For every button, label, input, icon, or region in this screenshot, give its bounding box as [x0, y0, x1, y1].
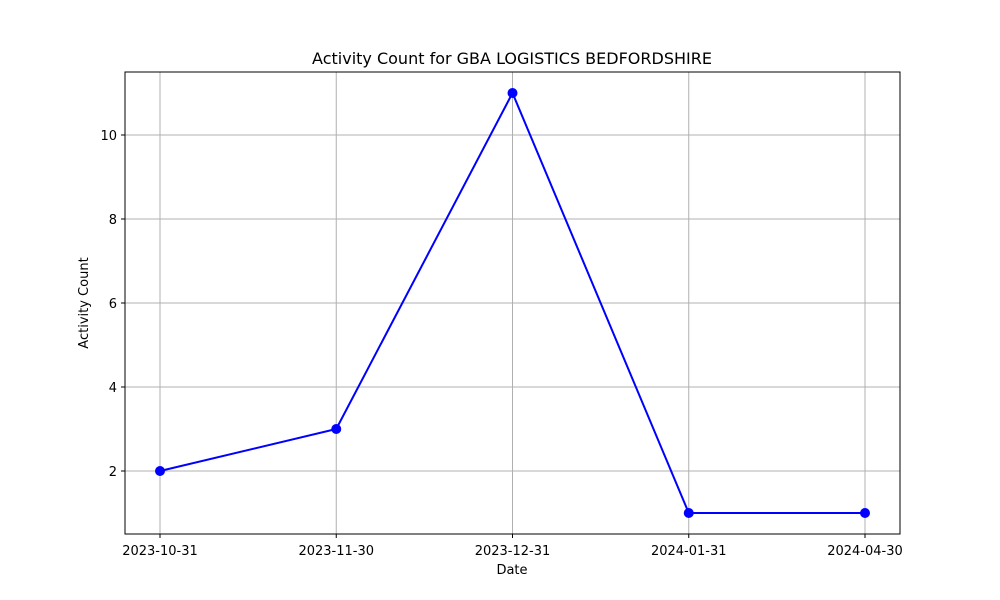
tick-layer: 2023-10-31 2023-11-30 2023-12-31 2024-01-31…: [100, 129, 902, 559]
x-tick-label: 2023-11-30: [298, 544, 374, 559]
y-axis-label: Activity Count: [77, 257, 92, 348]
chart-title: Activity Count for GBA LOGISTICS BEDFORD…: [312, 49, 712, 68]
data-point: [683, 508, 694, 518]
series-layer: [155, 88, 870, 518]
data-point: [860, 508, 870, 518]
y-tick-label: 2: [109, 465, 117, 480]
y-tick-label: 6: [109, 297, 117, 312]
y-tick-label: 4: [109, 381, 117, 396]
x-tick-label: 2023-10-31: [122, 544, 198, 559]
data-point: [155, 466, 165, 476]
data-point: [331, 424, 342, 434]
grid-layer: [125, 72, 900, 534]
x-tick-label: 2023-12-31: [475, 544, 551, 559]
data-point: [507, 88, 518, 98]
y-tick-label: 8: [109, 213, 117, 228]
x-tick-label: 2024-01-31: [651, 544, 727, 559]
x-axis-label: Date: [496, 563, 527, 578]
x-tick-label: 2024-04-30: [827, 544, 903, 559]
y-tick-label: 10: [100, 129, 117, 144]
